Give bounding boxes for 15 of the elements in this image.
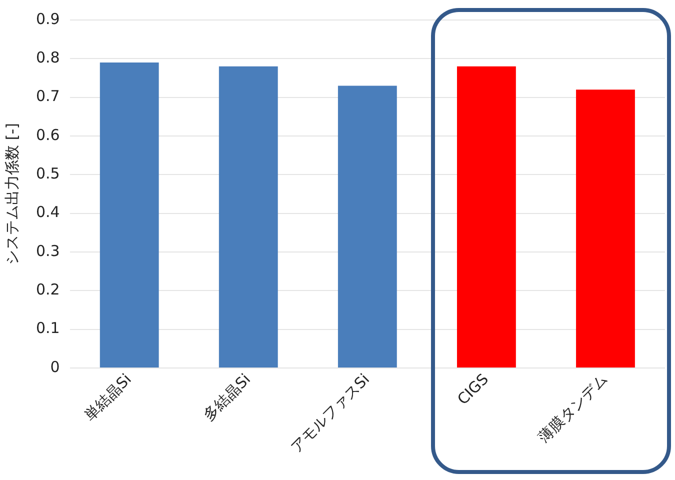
x-tick-label: 単結晶Si: [80, 370, 135, 424]
y-tick-label: 0.4: [36, 203, 60, 222]
x-tick-label: 薄膜タンデム: [534, 370, 612, 447]
x-tick-label: アモルファスSi: [286, 370, 374, 456]
y-tick-label: 0.3: [36, 242, 60, 260]
y-tick-label: 0.8: [36, 48, 60, 67]
y-tick-label: 0: [50, 358, 60, 376]
y-tick-label: 0.2: [36, 280, 60, 299]
x-tick-label: 多結晶Si: [200, 370, 254, 424]
y-tick-label: 0.5: [36, 164, 60, 183]
y-tick-label: 0.1: [36, 319, 60, 338]
y-tick-label: 0.9: [36, 10, 60, 28]
y-tick-label: 0.7: [36, 87, 60, 106]
y-axis-title: システム出力係数 [-]: [2, 123, 21, 265]
y-tick-label: 0.6: [36, 126, 60, 144]
